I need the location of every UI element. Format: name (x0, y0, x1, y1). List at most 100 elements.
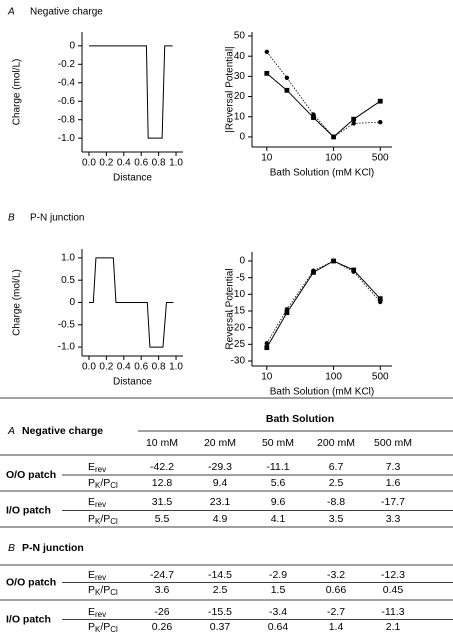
point (264, 341, 270, 346)
panel-letter: B (8, 213, 15, 224)
x-tick-label: 0.2 (99, 362, 113, 373)
quantity-part: K (95, 625, 101, 633)
y-tick-label: -1.0 (58, 133, 76, 144)
data-line (266, 260, 381, 348)
quantity-part: rev (95, 610, 106, 619)
cell: -29.3 (208, 461, 232, 473)
point (331, 134, 336, 140)
y-tick-label: 1.0 (61, 253, 75, 264)
cell: 5.6 (271, 477, 286, 489)
y-tick-label: 40 (234, 51, 246, 62)
y-tick-label: -0.4 (58, 77, 76, 88)
y-tick-label: -5 (236, 272, 245, 283)
y-axis-label: Charge (mol/L) (12, 269, 23, 336)
cell: -2.9 (269, 569, 287, 581)
y-tick-label: -20 (231, 322, 246, 333)
x-tick-label: 0.0 (82, 362, 96, 373)
quantity-part: E (88, 569, 95, 581)
section-title: P-N junction (22, 542, 84, 554)
y-axis-label: Charge (mol/L) (12, 59, 23, 126)
quantity: PK/PCl (88, 621, 118, 633)
group-label: I/O patch (6, 613, 51, 625)
cell: 3.6 (155, 584, 170, 596)
column-header: 20 mM (204, 437, 236, 449)
quantity-part: K (95, 588, 101, 597)
quantity-part: P (88, 621, 95, 633)
y-tick-label: 30 (234, 71, 246, 82)
x-tick-label: 0.8 (152, 362, 166, 373)
y-tick-label: -1.0 (58, 342, 76, 353)
quantity-part: P (88, 477, 95, 489)
point (378, 119, 383, 125)
cell: -11.3 (381, 606, 404, 618)
y-tick-label: -25 (231, 339, 246, 350)
data-line (88, 45, 173, 139)
point (351, 116, 357, 122)
cell: 12.8 (152, 477, 173, 489)
quantity-part: /P (100, 477, 110, 489)
quantity-part: rev (95, 465, 106, 474)
panel-title: P-N junction (30, 213, 84, 224)
y-tick-label: 50 (234, 31, 246, 42)
x-tick-label: 10 (261, 372, 273, 383)
cell: 0.45 (383, 584, 404, 596)
quantity: PK/PCl (88, 513, 118, 526)
y-tick-label: -30 (231, 356, 246, 367)
cell: -8.8 (327, 496, 345, 508)
cell: -14.5 (208, 569, 232, 581)
x-tick-label: 100 (325, 153, 342, 164)
y-tick-label: 0 (69, 297, 75, 308)
quantity-part: rev (95, 500, 106, 509)
quantity: Erev (88, 606, 106, 619)
cell: 1.6 (386, 477, 401, 489)
y-tick-label: 0 (239, 256, 245, 267)
y-tick-label: -0.2 (58, 59, 76, 70)
cell: 3.3 (386, 513, 401, 525)
x-tick-label: 0.2 (99, 158, 113, 169)
quantity-part: Cl (110, 481, 118, 490)
point (311, 269, 316, 275)
cell: -15.5 (208, 606, 232, 618)
cell: 0.66 (326, 584, 347, 596)
column-header: 500 mM (374, 437, 412, 449)
cell: -3.4 (269, 606, 287, 618)
cell: 0.37 (210, 621, 231, 633)
cell: 0.26 (152, 621, 173, 633)
point (351, 267, 357, 273)
point (331, 258, 336, 264)
quantity: Erev (88, 461, 106, 474)
y-tick-label: -0.8 (58, 114, 76, 125)
point (284, 75, 290, 80)
x-tick-label: 500 (372, 372, 389, 383)
quantity-part: K (95, 517, 101, 526)
cell: 4.9 (213, 513, 228, 525)
x-axis-label: Bath Solution (mM KCl) (270, 387, 374, 398)
cell: 6.7 (329, 461, 344, 473)
quantity-part: /P (100, 513, 110, 525)
quantity-part: /P (100, 621, 110, 633)
x-tick-label: 10 (261, 153, 273, 164)
data-line (88, 257, 174, 348)
cell: 5.5 (155, 513, 170, 525)
cell: 1.5 (271, 584, 286, 596)
cell: 4.1 (271, 513, 286, 525)
x-tick-label: 0.4 (117, 362, 131, 373)
x-tick-label: 0.0 (82, 158, 96, 169)
x-axis-label: Distance (113, 173, 152, 184)
point (351, 121, 356, 126)
x-tick-label: 500 (372, 153, 389, 164)
data-line (266, 260, 381, 344)
point (284, 310, 290, 316)
quantity-part: /P (100, 584, 110, 596)
table: Bath Solution 10 mM 20 mM 50 mM 200 mM 500 mM… (0, 397, 453, 633)
quantity-part: K (95, 481, 101, 490)
group-label: O/O patch (6, 469, 56, 481)
cell: 9.6 (271, 496, 286, 508)
cell: -24.7 (150, 569, 174, 581)
y-tick-label: 0 (239, 132, 245, 143)
quantity-part: P (88, 584, 95, 596)
y-tick-label: 20 (234, 91, 246, 102)
x-tick-label: 1.0 (169, 158, 183, 169)
data-line (266, 72, 381, 138)
